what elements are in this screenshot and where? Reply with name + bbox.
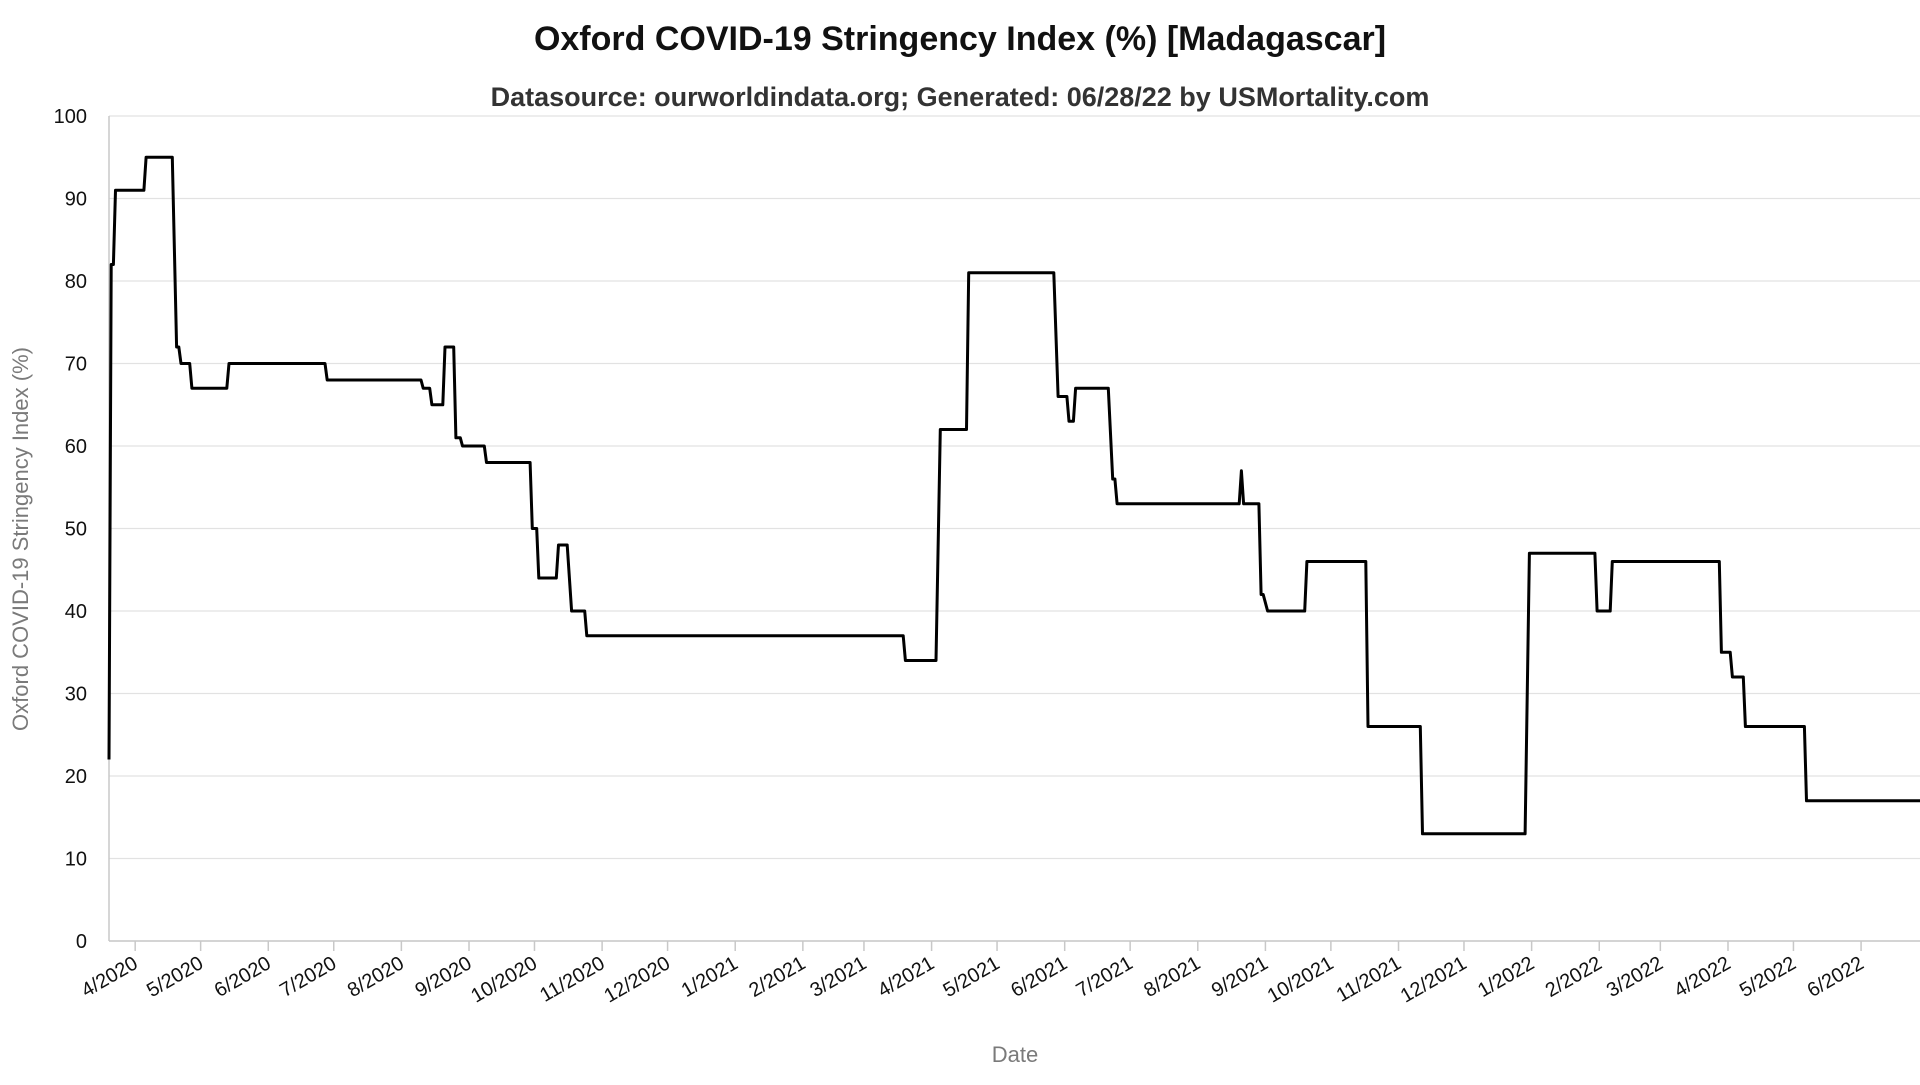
x-tick-label: 6/2021 <box>1007 952 1071 1002</box>
x-tick-label: 8/2021 <box>1140 952 1204 1002</box>
y-tick-label: 100 <box>54 106 87 128</box>
y-tick-label: 40 <box>65 601 87 623</box>
x-tick-label: 12/2020 <box>600 952 674 1007</box>
y-tick-label: 50 <box>65 519 87 541</box>
x-tick-label: 1/2021 <box>678 952 742 1002</box>
x-tick-label: 4/2022 <box>1671 952 1735 1002</box>
y-tick-label: 20 <box>65 766 87 788</box>
y-axis-label: Oxford COVID-19 Stringency Index (%) <box>8 347 33 731</box>
x-tick-label: 5/2022 <box>1736 952 1800 1002</box>
x-tick-label: 6/2022 <box>1804 952 1868 1002</box>
x-tick-label: 12/2021 <box>1397 952 1471 1007</box>
x-tick-label: 6/2020 <box>211 952 275 1002</box>
chart-title: Oxford COVID-19 Stringency Index (%) [Ma… <box>534 20 1386 58</box>
x-tick-label: 10/2021 <box>1264 952 1338 1007</box>
gridlines <box>109 115 1920 942</box>
x-tick-labels: 4/2020 5/2020 6/2020 7/2020 8/2020 9/202010/2… <box>78 952 1868 1007</box>
x-tick-label: 11/2021 <box>1333 952 1405 1006</box>
x-tick-label: 7/2021 <box>1073 952 1137 1002</box>
x-tick-label: 2/2022 <box>1542 952 1606 1002</box>
y-tick-label: 60 <box>65 436 87 458</box>
axes <box>108 116 1920 951</box>
x-tick-label: 5/2021 <box>940 952 1004 1002</box>
x-tick-label: 9/2021 <box>1208 952 1272 1002</box>
x-tick-label: 11/2020 <box>536 952 608 1006</box>
x-tick-label: 7/2020 <box>276 952 340 1002</box>
y-tick-label: 80 <box>65 271 87 293</box>
x-tick-label: 9/2020 <box>412 952 476 1002</box>
y-tick-label: 0 <box>76 931 87 953</box>
x-tick-label: 3/2021 <box>806 952 870 1002</box>
x-tick-label: 10/2020 <box>467 952 541 1007</box>
chart-subtitle: Datasource: ourworldindata.org; Generate… <box>491 82 1430 112</box>
x-tick-label: 3/2022 <box>1603 952 1667 1002</box>
x-tick-label: 4/2020 <box>78 952 142 1002</box>
y-tick-label: 30 <box>65 684 87 706</box>
x-tick-label: 8/2020 <box>344 952 408 1002</box>
x-axis-label: Date <box>992 1042 1038 1067</box>
series-layer <box>107 155 1920 836</box>
y-tick-labels: 0 10 20 30 40 50 60 70 80 90 100 <box>54 106 87 953</box>
x-tick-label: 4/2021 <box>874 952 938 1002</box>
y-tick-label: 10 <box>65 849 87 871</box>
y-tick-label: 90 <box>65 189 87 211</box>
series-line <box>107 155 1920 836</box>
x-tick-label: 2/2021 <box>745 952 809 1002</box>
y-tick-label: 70 <box>65 354 87 376</box>
x-tick-label: 5/2020 <box>143 952 207 1002</box>
x-tick-label: 1/2022 <box>1474 952 1538 1002</box>
